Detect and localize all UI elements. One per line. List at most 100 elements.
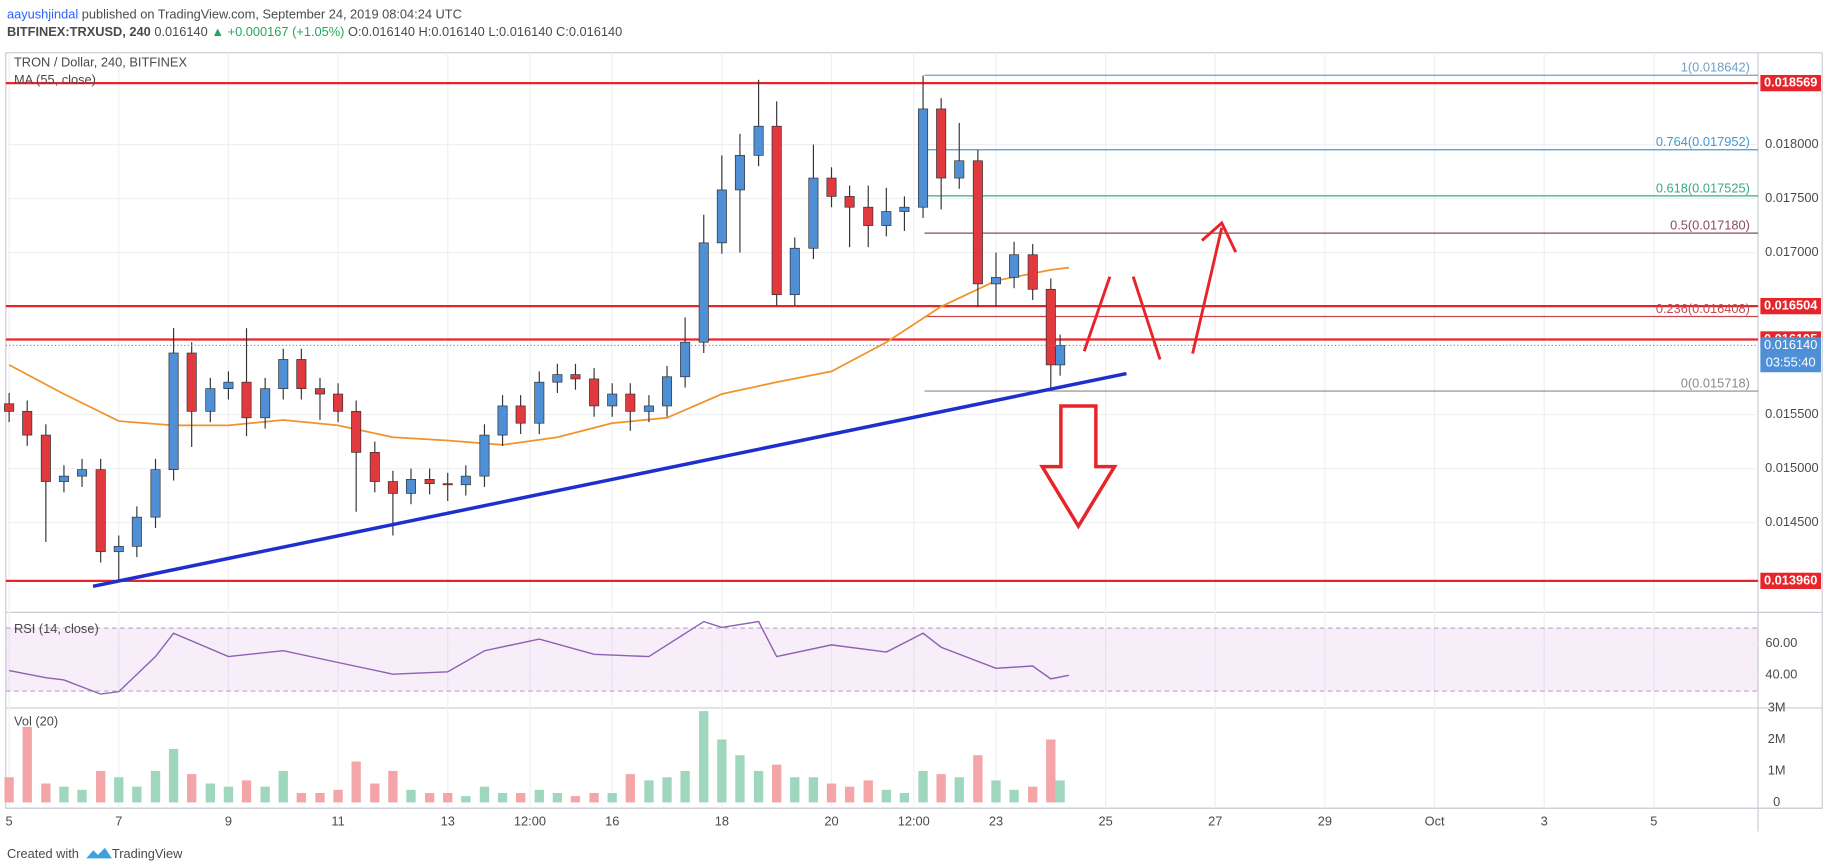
volume-bar bbox=[662, 777, 672, 803]
volume-bar bbox=[296, 792, 307, 803]
x-tick-label: 7 bbox=[115, 814, 122, 829]
volume-bar bbox=[772, 764, 782, 803]
candle-body bbox=[241, 381, 252, 419]
volume-bar bbox=[699, 711, 709, 803]
candle-body bbox=[662, 376, 673, 407]
x-tick-label: 3 bbox=[1541, 814, 1548, 829]
fib-label: 0.618(0.017525) bbox=[1656, 180, 1750, 195]
volume-bar bbox=[735, 755, 745, 803]
candle-body bbox=[570, 374, 581, 380]
volume-bar bbox=[370, 783, 380, 803]
candle-body bbox=[260, 388, 271, 419]
fib-label: 0.5(0.017180) bbox=[1670, 218, 1750, 233]
volume-bar bbox=[808, 777, 819, 803]
volume-bar bbox=[1028, 786, 1038, 803]
y-tick-label: 60.00 bbox=[1765, 635, 1797, 650]
volume-bar bbox=[59, 786, 69, 803]
x-tick-label: Oct bbox=[1425, 814, 1445, 829]
down-arrow bbox=[1039, 404, 1118, 530]
candle-body bbox=[936, 108, 947, 179]
candle-body bbox=[131, 516, 142, 547]
x-tick-label: 5 bbox=[6, 814, 13, 829]
volume-bar bbox=[22, 726, 32, 803]
level-tag bbox=[1760, 572, 1822, 590]
volume-bar bbox=[223, 786, 234, 803]
candle-body bbox=[387, 481, 398, 494]
footer: Created with TradingView bbox=[7, 846, 183, 861]
rsi-band bbox=[5, 628, 1759, 692]
level-label: 0.018569 bbox=[1764, 75, 1817, 90]
x-tick-label: 12:00 bbox=[514, 814, 546, 829]
candle-body bbox=[589, 378, 600, 407]
last-price-label: 0.016140 bbox=[1764, 337, 1817, 352]
x-tick-label: 12:00 bbox=[898, 814, 930, 829]
candle-body bbox=[186, 352, 197, 412]
candle-body bbox=[680, 341, 691, 378]
candle-body bbox=[1055, 345, 1066, 366]
candle-body bbox=[881, 211, 892, 226]
candle-body bbox=[534, 381, 545, 424]
header: aayushjindal published on TradingView.co… bbox=[7, 7, 622, 39]
volume-bar bbox=[607, 792, 617, 803]
volume-bar bbox=[77, 789, 87, 803]
y-tick-label: 0 bbox=[1773, 794, 1780, 809]
x-tick-label: 20 bbox=[824, 814, 838, 829]
candle-body bbox=[789, 247, 800, 296]
volume-bar bbox=[187, 774, 197, 803]
countdown: 03:55:40 bbox=[1766, 354, 1816, 369]
candle-body bbox=[990, 277, 1001, 285]
ohlc: O:0.016140 H:0.016140 L:0.016140 C:0.016… bbox=[348, 24, 622, 39]
vol-title: Vol (20) bbox=[14, 713, 58, 728]
candle-body bbox=[844, 196, 855, 208]
x-tick-label: 18 bbox=[715, 814, 729, 829]
last-price-tag bbox=[1760, 337, 1822, 373]
candle-body bbox=[296, 359, 307, 389]
chart-title: TRON / Dollar, 240, BITFINEX bbox=[14, 55, 187, 70]
candle-body bbox=[972, 160, 983, 285]
volume-bar bbox=[844, 786, 855, 803]
candle-body bbox=[424, 479, 435, 485]
volume-bar bbox=[973, 755, 983, 803]
volume-bar bbox=[1046, 739, 1056, 803]
y-tick-label: 2M bbox=[1768, 731, 1786, 746]
candle-body bbox=[22, 410, 33, 436]
candle-body bbox=[168, 352, 179, 470]
volume-bar bbox=[899, 792, 910, 803]
arrow-head bbox=[1200, 220, 1238, 253]
candle-body bbox=[58, 475, 69, 482]
volume-bar bbox=[388, 770, 398, 803]
volume-bar bbox=[443, 792, 453, 803]
volume-bar bbox=[1009, 789, 1019, 803]
panel-labels: TRON / Dollar, 240, BITFINEX MA (55, clo… bbox=[14, 55, 187, 729]
rsi-line bbox=[8, 620, 1070, 695]
x-tick-label: 29 bbox=[1318, 814, 1332, 829]
candle-body bbox=[333, 393, 344, 412]
candle-body bbox=[808, 177, 819, 249]
candle-body bbox=[77, 469, 88, 477]
ma-legend: MA (55, close) bbox=[14, 72, 96, 87]
volume-bar bbox=[479, 786, 490, 803]
y-tick-label: 0.015000 bbox=[1765, 460, 1818, 475]
level-tag bbox=[1760, 74, 1822, 92]
plot bbox=[4, 74, 1759, 803]
volume-bar bbox=[41, 783, 51, 803]
author[interactable]: aayushjindal bbox=[7, 7, 78, 22]
price: 0.016140 bbox=[154, 24, 207, 39]
volume-bar bbox=[515, 792, 526, 803]
x-tick-label: 9 bbox=[225, 814, 232, 829]
candle-body bbox=[369, 452, 380, 482]
footer-brand[interactable]: TradingView bbox=[112, 846, 183, 861]
annotations bbox=[1039, 220, 1238, 530]
volume-bar bbox=[424, 792, 435, 803]
candle-body bbox=[113, 545, 124, 553]
published: published on TradingView.com, September … bbox=[82, 7, 462, 22]
volume-bar bbox=[918, 770, 928, 803]
volume-bar bbox=[132, 786, 142, 803]
symbol: BITFINEX:TRXUSD, 240 bbox=[7, 24, 151, 39]
volume-bar bbox=[278, 770, 288, 803]
tv-logo bbox=[86, 847, 112, 859]
candle-body bbox=[278, 359, 289, 389]
candle-body bbox=[95, 469, 106, 553]
